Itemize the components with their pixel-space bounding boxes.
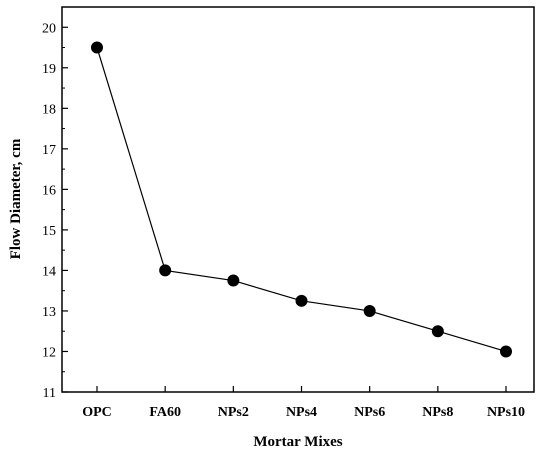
x-axis-title: Mortar Mixes — [253, 434, 342, 450]
x-tick-label: NPs2 — [218, 405, 249, 420]
data-point — [431, 325, 444, 338]
y-tick-label: 19 — [42, 62, 56, 77]
y-axis: 11 12 13 14 15 16 17 18 19 20 — [42, 21, 68, 401]
y-tick-label: 11 — [43, 386, 56, 401]
data-point — [295, 294, 308, 307]
data-point — [91, 41, 103, 54]
y-tick-label: 13 — [42, 305, 56, 320]
y-axis-title: Flow Diameter, cm — [8, 138, 24, 259]
y-tick-label: 20 — [42, 21, 56, 36]
plot-frame — [61, 6, 535, 393]
data-point — [500, 345, 512, 358]
y-tick-label: 12 — [42, 345, 56, 360]
x-tick-label: NPs8 — [422, 405, 453, 420]
y-tick-label: 15 — [42, 224, 56, 239]
y-tick-label: 16 — [42, 183, 56, 198]
y-tick-label: 17 — [42, 143, 56, 158]
data-point — [363, 304, 376, 317]
data-point — [227, 274, 240, 287]
y-tick-label: 14 — [42, 264, 56, 279]
x-tick-label: FA60 — [149, 405, 181, 420]
x-tick-label: NPs10 — [487, 405, 525, 420]
data-point — [159, 264, 172, 277]
x-axis: OPC FA60 NPs2 NPs4 NPs6 NPs8 NPs10 — [82, 386, 525, 420]
x-tick-label: OPC — [82, 405, 112, 420]
series-line — [91, 41, 512, 358]
x-tick-label: NPs6 — [354, 405, 385, 420]
y-tick-label: 18 — [42, 102, 56, 117]
x-tick-label: NPs4 — [286, 405, 317, 420]
